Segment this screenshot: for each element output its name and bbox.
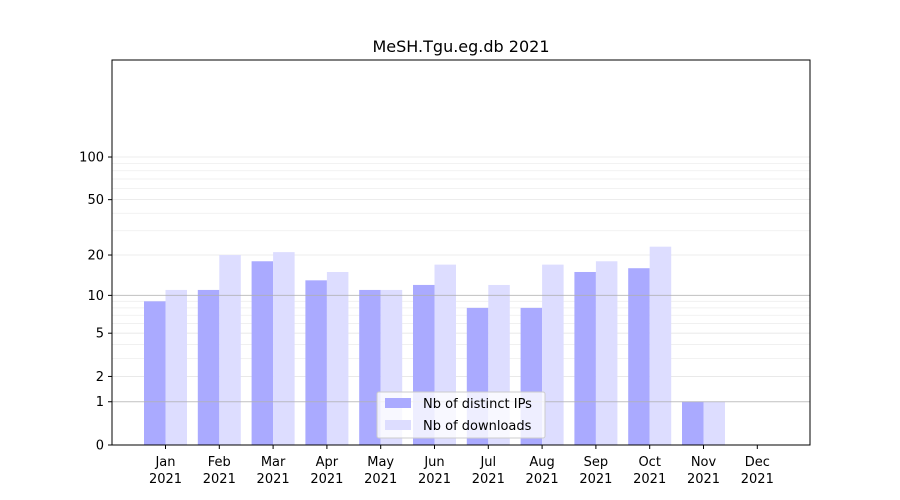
chart-title: MeSH.Tgu.eg.db 2021	[373, 37, 550, 56]
plot-frame	[111, 59, 811, 446]
x-tick-label-year: 2021	[741, 472, 774, 487]
x-tick-label-year: 2021	[526, 472, 559, 487]
bar-distinct-ips	[574, 271, 596, 445]
y-tick-label: 0	[96, 439, 104, 454]
x-tick-label-month: Apr	[316, 455, 339, 470]
legend-label-downloads: Nb of downloads	[423, 419, 532, 434]
x-tick-label-month: May	[367, 455, 394, 470]
bar-distinct-ips	[359, 289, 381, 445]
bar-distinct-ips	[197, 289, 220, 445]
y-tick-label: 5	[96, 327, 104, 342]
x-tick-label-month: Nov	[691, 455, 717, 470]
y-tick-label: 20	[87, 249, 104, 264]
x-tick-label-year: 2021	[310, 472, 343, 487]
bar-distinct-ips	[628, 268, 650, 445]
x-tick-label-month: Dec	[745, 455, 770, 470]
bar-downloads	[703, 401, 725, 445]
x-tick-label-month: Oct	[638, 455, 660, 470]
x-tick-label-month: Sep	[584, 455, 609, 470]
bar-distinct-ips	[144, 301, 166, 445]
bar-downloads	[165, 289, 187, 445]
y-tick-label: 50	[87, 193, 104, 208]
bar-distinct-ips	[305, 280, 327, 445]
x-tick-label-month: Aug	[529, 455, 554, 470]
x-axis: Jan 2021 Feb 2021 Mar 2021 Apr 2021 May 2021 Jun 20…	[149, 445, 774, 487]
y-tick-label: 1	[96, 395, 104, 410]
bar-downloads	[326, 271, 349, 445]
bar-downloads	[219, 255, 241, 445]
x-tick-label-month: Jul	[479, 455, 496, 470]
bar-distinct-ips	[251, 261, 274, 445]
x-tick-label-year: 2021	[579, 472, 612, 487]
legend-swatch-distinct-ips	[385, 398, 411, 408]
x-tick-label-year: 2021	[257, 472, 290, 487]
bar-downloads	[273, 252, 295, 445]
y-tick-label: 10	[87, 289, 104, 304]
legend-swatch-downloads	[385, 420, 411, 430]
y-tick-label: 2	[96, 370, 104, 385]
legend-label-distinct-ips: Nb of distinct IPs	[423, 397, 532, 412]
x-tick-label-year: 2021	[149, 472, 182, 487]
legend: Nb of distinct IPs Nb of downloads	[376, 391, 546, 439]
bar-downloads	[649, 246, 672, 445]
x-tick-label-year: 2021	[364, 472, 397, 487]
x-tick-label-year: 2021	[472, 472, 505, 487]
y-tick-label: 100	[79, 151, 104, 166]
legend-box	[376, 391, 546, 439]
x-tick-label-month: Jan	[154, 455, 175, 470]
x-tick-label-year: 2021	[418, 472, 451, 487]
bar-downloads	[542, 264, 564, 445]
y-axis: 0 1 2 5 10 20 50 100	[79, 151, 112, 454]
x-tick-label-month: Jun	[423, 455, 444, 470]
bar-distinct-ips	[682, 401, 704, 445]
bar-downloads	[595, 261, 618, 445]
x-tick-label-year: 2021	[203, 472, 236, 487]
x-tick-label-month: Mar	[261, 455, 286, 470]
x-tick-label-year: 2021	[687, 472, 720, 487]
x-tick-label-year: 2021	[633, 472, 666, 487]
x-tick-label-month: Feb	[208, 455, 231, 470]
